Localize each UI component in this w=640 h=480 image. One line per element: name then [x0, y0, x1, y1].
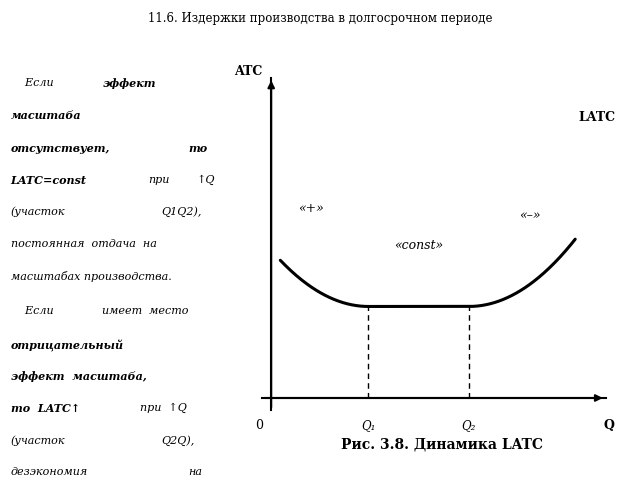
- Text: Q: Q: [604, 420, 614, 432]
- Text: на: на: [188, 467, 202, 477]
- Text: при: при: [148, 175, 169, 185]
- Text: отсутствует,: отсутствует,: [11, 143, 110, 154]
- Text: эффект  масштаба,: эффект масштаба,: [11, 371, 147, 382]
- Text: «const»: «const»: [394, 239, 444, 252]
- Text: Q2Q),: Q2Q),: [161, 435, 195, 445]
- Text: масштабах производства.: масштабах производства.: [11, 271, 172, 282]
- Text: эффект: эффект: [102, 78, 156, 89]
- Text: Если: Если: [11, 306, 53, 316]
- Text: ↑Q: ↑Q: [196, 175, 215, 185]
- Text: Если: Если: [11, 78, 53, 88]
- Text: то  LATC↑: то LATC↑: [11, 403, 80, 414]
- Text: масштаба: масштаба: [11, 110, 81, 121]
- Text: постоянная  отдача  на: постоянная отдача на: [11, 239, 157, 249]
- Text: Q₁: Q₁: [362, 420, 376, 432]
- Text: «+»: «+»: [298, 203, 324, 216]
- Text: (участок: (участок: [11, 435, 65, 445]
- Text: (участок: (участок: [11, 207, 65, 217]
- Text: имеет  место: имеет место: [102, 306, 189, 316]
- Text: ATC: ATC: [234, 65, 262, 78]
- Text: «–»: «–»: [519, 208, 540, 221]
- Text: 11.6. Издержки производства в долгосрочном периоде: 11.6. Издержки производства в долгосрочн…: [148, 12, 492, 25]
- Text: LATC=const: LATC=const: [11, 175, 87, 186]
- Text: при  ↑Q: при ↑Q: [140, 403, 187, 413]
- Text: LATC: LATC: [579, 111, 616, 124]
- Text: дезэкономия: дезэкономия: [11, 467, 88, 477]
- Text: отрицательный: отрицательный: [11, 338, 124, 350]
- Text: 0: 0: [255, 420, 263, 432]
- Text: Q₂: Q₂: [461, 420, 476, 432]
- Text: Рис. 3.8. Динамика LATC: Рис. 3.8. Динамика LATC: [340, 437, 543, 451]
- Text: то: то: [188, 143, 207, 154]
- Text: Q1Q2),: Q1Q2),: [161, 207, 202, 217]
